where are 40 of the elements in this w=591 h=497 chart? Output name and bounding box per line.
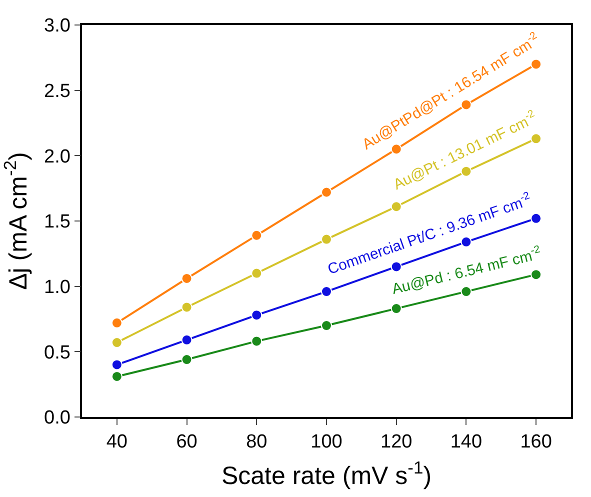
point bbox=[251, 336, 262, 347]
y-tick-label: 0.5 bbox=[44, 342, 70, 364]
point bbox=[181, 334, 192, 346]
point bbox=[390, 303, 402, 314]
point bbox=[111, 370, 122, 382]
x-axis-title: Scate rate (mV s$^{-1}$) bbox=[221, 458, 432, 490]
x-tick-label: 140 bbox=[450, 432, 482, 453]
point bbox=[530, 212, 542, 224]
y-tick-label: 3.0 bbox=[44, 16, 70, 37]
point bbox=[321, 186, 332, 198]
point bbox=[530, 58, 542, 70]
x-tick-label: 80 bbox=[246, 432, 268, 453]
point bbox=[460, 236, 472, 248]
x-tick-label: 100 bbox=[310, 432, 342, 453]
point bbox=[251, 268, 262, 279]
x-tick-label: 160 bbox=[520, 432, 552, 453]
y-tick-label: 1.0 bbox=[44, 276, 70, 298]
x-tick-label: 60 bbox=[176, 432, 198, 453]
y-tick-label: 1.5 bbox=[44, 212, 70, 233]
point bbox=[460, 166, 472, 177]
point bbox=[111, 359, 122, 370]
x-tick-label: 40 bbox=[106, 432, 128, 453]
point bbox=[321, 286, 332, 298]
point bbox=[530, 133, 542, 144]
y-tick-label: 0.0 bbox=[44, 408, 70, 429]
point bbox=[460, 286, 472, 298]
x-tick-label: 120 bbox=[380, 432, 412, 453]
point bbox=[251, 230, 262, 241]
point bbox=[181, 302, 192, 313]
point bbox=[251, 310, 262, 321]
y-tick-label: 2.0 bbox=[44, 146, 70, 168]
point bbox=[321, 320, 332, 332]
point bbox=[111, 337, 122, 348]
point bbox=[111, 317, 122, 328]
point bbox=[181, 272, 192, 284]
y-tick-label: 2.5 bbox=[44, 80, 70, 102]
point bbox=[530, 269, 542, 280]
point bbox=[181, 354, 192, 366]
point bbox=[390, 201, 402, 212]
point bbox=[460, 99, 472, 110]
